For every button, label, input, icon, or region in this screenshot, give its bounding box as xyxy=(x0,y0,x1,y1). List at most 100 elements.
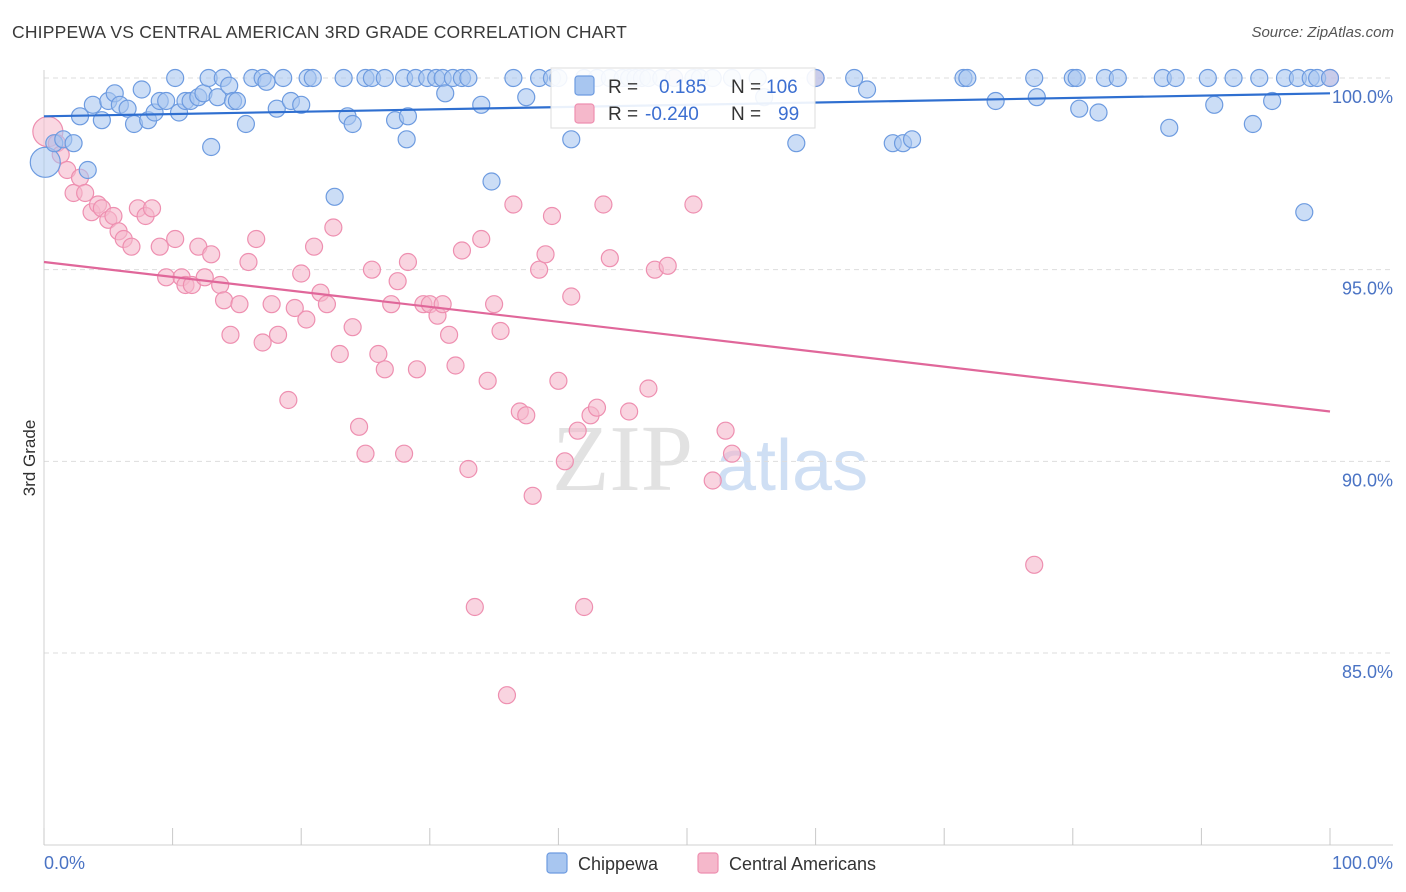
central-americans-point xyxy=(349,417,369,436)
central-americans-point xyxy=(452,241,472,260)
central-americans-point xyxy=(195,268,214,287)
central-americans-point xyxy=(587,398,607,417)
chippewa-point xyxy=(1027,88,1046,107)
trend-lines xyxy=(43,92,1331,413)
legend-label-chippewa: Chippewa xyxy=(578,854,659,874)
chippewa-point xyxy=(1025,68,1044,88)
x-tick-label-min: 0.0% xyxy=(44,853,85,873)
central-americans-point xyxy=(369,344,388,364)
central-americans-point xyxy=(549,371,568,390)
central-americans-point xyxy=(239,252,258,272)
chippewa-point xyxy=(517,88,536,107)
central-americans-point xyxy=(536,245,555,264)
chippewa-point xyxy=(1320,68,1340,88)
y-tick-label: 100.0% xyxy=(1332,87,1393,107)
central-americans-point xyxy=(594,195,613,214)
central-americans-point xyxy=(317,295,337,314)
central-americans-point xyxy=(478,371,497,390)
chippewa-point xyxy=(1070,99,1089,118)
central-americans-point xyxy=(343,318,362,337)
central-americans-points xyxy=(32,68,1340,705)
central-americans-point xyxy=(388,272,407,291)
chippewa-point xyxy=(157,91,176,111)
stats-n-value-chippewa: 106 xyxy=(766,77,798,98)
stats-swatch-central-americans xyxy=(574,103,595,124)
series-legend: Chippewa Central Americans xyxy=(546,852,876,874)
chippewa-point xyxy=(857,80,877,99)
central-americans-point xyxy=(639,379,658,398)
chippewa-point xyxy=(397,130,416,149)
chippewa-point xyxy=(1067,68,1086,88)
stats-r-label-chippewa: R = xyxy=(608,77,638,98)
central-americans-point xyxy=(122,237,141,256)
y-tick-label: 90.0% xyxy=(1342,470,1393,490)
y-tick-label: 85.0% xyxy=(1342,662,1393,682)
central-americans-point xyxy=(230,295,249,314)
central-americans-point xyxy=(575,597,594,617)
chippewa-point xyxy=(398,107,418,126)
central-americans-point xyxy=(517,406,536,425)
chippewa-point xyxy=(1295,203,1314,222)
central-americans-point xyxy=(214,291,234,310)
chippewa-point xyxy=(83,95,102,114)
chippewa-point xyxy=(482,172,501,191)
chippewa-point xyxy=(504,68,523,88)
chippewa-point xyxy=(902,130,922,149)
central-americans-trend-line xyxy=(43,260,1331,413)
chippewa-point xyxy=(236,114,256,134)
central-americans-point xyxy=(382,295,401,314)
central-americans-point xyxy=(150,237,169,256)
chippewa-points xyxy=(29,68,1340,222)
gridlines xyxy=(44,77,1393,654)
central-americans-point xyxy=(285,298,304,318)
central-americans-point xyxy=(76,183,95,203)
central-americans-point xyxy=(684,195,703,214)
chippewa-point xyxy=(166,68,185,88)
chippewa-point xyxy=(1224,68,1243,88)
central-americans-point xyxy=(555,452,574,471)
chippewa-point xyxy=(1108,68,1127,88)
chippewa-point xyxy=(227,91,246,111)
chippewa-point xyxy=(1166,68,1185,88)
central-americans-point xyxy=(375,360,394,379)
central-americans-point xyxy=(292,264,311,283)
central-americans-point xyxy=(504,195,523,214)
source-credit: Source: ZipAtlas.com xyxy=(1251,24,1394,41)
chippewa-point xyxy=(986,91,1005,111)
central-americans-point xyxy=(523,486,542,505)
stats-r-value-chippewa: 0.185 xyxy=(659,77,707,98)
y-tick-label: 95.0% xyxy=(1342,279,1393,299)
central-americans-point xyxy=(394,444,414,463)
watermark-atlas: atlas xyxy=(716,426,868,506)
chippewa-point xyxy=(375,68,394,88)
chippewa-point xyxy=(202,137,221,157)
central-americans-point xyxy=(211,275,230,295)
chippewa-point xyxy=(436,84,455,103)
central-americans-point xyxy=(104,206,123,226)
central-americans-point xyxy=(472,229,491,249)
central-americans-point xyxy=(362,260,382,279)
central-americans-point xyxy=(324,218,343,237)
chippewa-point xyxy=(1089,103,1108,122)
central-americans-point xyxy=(600,249,619,268)
chippewa-point xyxy=(64,134,83,153)
chippewa-point xyxy=(1205,95,1224,114)
central-americans-point xyxy=(459,459,478,479)
central-americans-point xyxy=(542,206,562,226)
chippewa-point xyxy=(562,130,581,149)
chippewa-point xyxy=(303,68,322,88)
central-americans-point xyxy=(202,245,221,264)
central-americans-point xyxy=(262,295,281,314)
chippewa-point xyxy=(343,114,362,134)
chippewa-point xyxy=(1198,68,1217,88)
central-americans-point xyxy=(722,444,742,463)
central-americans-point xyxy=(166,229,185,249)
central-americans-point xyxy=(1025,555,1044,574)
central-americans-point xyxy=(356,444,375,463)
central-americans-point xyxy=(703,471,722,490)
chippewa-point xyxy=(1263,91,1282,111)
chippewa-point xyxy=(1243,114,1262,134)
chippewa-point xyxy=(292,95,311,114)
central-americans-point xyxy=(142,199,162,218)
